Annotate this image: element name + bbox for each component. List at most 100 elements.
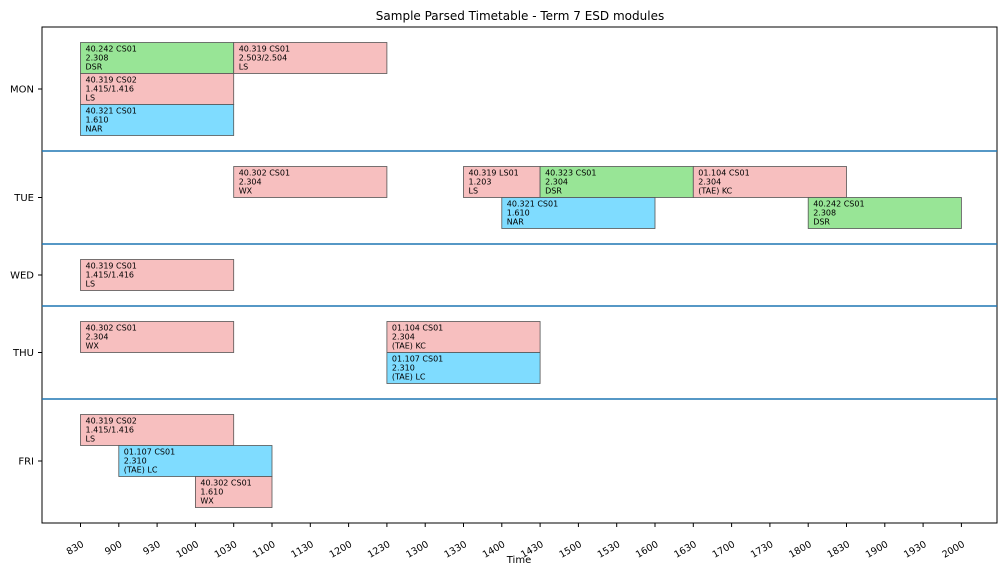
x-tick-label: 1600	[634, 539, 660, 561]
event-label: 40.319 CS02	[86, 417, 137, 426]
event-rect	[692, 166, 847, 198]
event-label: DSR	[813, 218, 830, 227]
event-label: WX	[239, 187, 253, 196]
day-label: WED	[10, 271, 34, 282]
event-label: 1.415/1.416	[86, 426, 135, 435]
event-rect	[80, 321, 235, 353]
x-tick-label: 1100	[251, 539, 277, 561]
x-axis-label: Time	[506, 555, 531, 566]
event-label: 1.203	[469, 178, 492, 187]
x-tick-label: 830	[65, 539, 86, 558]
event-label: DSR	[545, 187, 562, 196]
x-tick-label: 1700	[711, 539, 737, 561]
event-label: 1.610	[86, 116, 109, 125]
x-tick-label: 1030	[213, 539, 239, 561]
event-rect	[807, 197, 962, 229]
day-label: TUE	[13, 193, 34, 204]
day-label: THU	[12, 348, 34, 359]
x-tick-label: 1730	[749, 539, 775, 561]
event-label: 01.107 CS01	[392, 355, 443, 364]
x-tick-label: 1800	[787, 539, 813, 561]
x-tick-label: 1630	[672, 539, 698, 561]
event-rect	[386, 321, 541, 353]
event-label: 2.304	[239, 178, 262, 187]
event-label: (TAE) LC	[124, 466, 158, 475]
event-label: 01.104 CS01	[392, 324, 443, 333]
event-label: 40.321 CS01	[507, 200, 558, 209]
x-tick-label: 1400	[481, 539, 507, 561]
event-label: LS	[86, 94, 96, 103]
event-label: 40.302 CS01	[239, 169, 290, 178]
event-label: 40.319 LS01	[469, 169, 519, 178]
event-label: NAR	[507, 218, 524, 227]
x-tick-label: 1530	[596, 539, 622, 561]
event-rect	[194, 476, 273, 508]
event-rect	[233, 166, 388, 198]
event-label: WX	[86, 342, 100, 351]
x-tick-label: 1230	[366, 539, 392, 561]
event-label: 2.310	[392, 364, 415, 373]
event-label: 1.610	[507, 209, 530, 218]
event-label: 01.104 CS01	[698, 169, 749, 178]
event-rect	[80, 259, 235, 291]
event-label: 40.242 CS01	[813, 200, 864, 209]
event-rect	[233, 42, 388, 74]
x-tick-label: 1500	[557, 539, 583, 561]
x-tick-label: 1300	[404, 539, 430, 561]
day-label: MON	[10, 85, 34, 96]
event-label: 40.242 CS01	[86, 45, 137, 54]
event-label: 1.415/1.416	[86, 271, 135, 280]
event-label: 40.321 CS01	[86, 107, 137, 116]
x-tick-label: 1900	[864, 539, 890, 561]
event-label: 40.319 CS01	[239, 45, 290, 54]
event-label: LS	[86, 435, 96, 444]
event-label: 2.304	[86, 333, 109, 342]
event-label: NAR	[86, 125, 103, 134]
x-tick-label: 900	[103, 539, 124, 558]
event-label: WX	[200, 497, 214, 506]
event-rect	[501, 197, 656, 229]
day-label: FRI	[18, 457, 34, 468]
x-tick-label: 1830	[826, 539, 852, 561]
x-tick-label: 1000	[174, 539, 200, 561]
event-label: 1.415/1.416	[86, 85, 135, 94]
day-separators	[42, 150, 997, 400]
chart-title: Sample Parsed Timetable - Term 7 ESD mod…	[376, 9, 664, 23]
event-label: 2.308	[813, 209, 836, 218]
event-label: 2.308	[86, 54, 109, 63]
x-tick-label: 1130	[289, 539, 315, 561]
event-label: LS	[469, 187, 479, 196]
x-tick-label: 1330	[443, 539, 469, 561]
x-tick-label: 1930	[902, 539, 928, 561]
event-rect	[386, 352, 541, 384]
event-label: (TAE) KC	[392, 342, 426, 351]
event-label: (TAE) KC	[698, 187, 732, 196]
x-tick-label: 2000	[940, 539, 966, 561]
event-label: 2.310	[124, 457, 147, 466]
event-label: 2.304	[545, 178, 568, 187]
event-label: 40.319 CS02	[86, 76, 137, 85]
x-tick-label: 1200	[328, 539, 354, 561]
event-label: 2.503/2.504	[239, 54, 288, 63]
event-rect	[80, 42, 235, 74]
event-label: LS	[239, 63, 249, 72]
event-label: 40.323 CS01	[545, 169, 596, 178]
